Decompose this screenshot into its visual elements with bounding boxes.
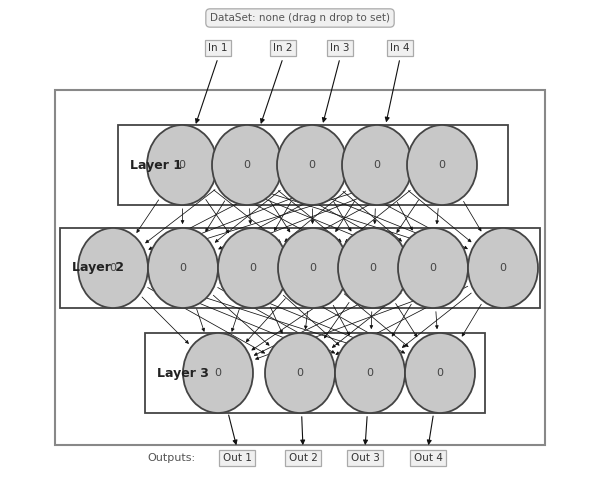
Text: 0: 0 — [499, 263, 506, 273]
Ellipse shape — [265, 333, 335, 413]
Text: 0: 0 — [215, 368, 221, 378]
Text: 0: 0 — [437, 368, 443, 378]
Ellipse shape — [468, 228, 538, 308]
FancyBboxPatch shape — [145, 333, 485, 413]
Text: 0: 0 — [367, 368, 373, 378]
Ellipse shape — [78, 228, 148, 308]
Ellipse shape — [148, 228, 218, 308]
Text: 0: 0 — [439, 160, 445, 170]
Text: Layer 2: Layer 2 — [72, 261, 124, 275]
Text: 0: 0 — [179, 160, 185, 170]
Ellipse shape — [212, 125, 282, 205]
Ellipse shape — [147, 125, 217, 205]
Text: In 4: In 4 — [390, 43, 410, 53]
Text: 0: 0 — [296, 368, 304, 378]
Text: 0: 0 — [179, 263, 187, 273]
Ellipse shape — [218, 228, 288, 308]
Text: 0: 0 — [110, 263, 116, 273]
Text: In 3: In 3 — [330, 43, 350, 53]
Ellipse shape — [278, 228, 348, 308]
Text: 0: 0 — [370, 263, 377, 273]
FancyBboxPatch shape — [118, 125, 508, 205]
Text: In 1: In 1 — [208, 43, 228, 53]
Text: Layer 3: Layer 3 — [157, 366, 209, 380]
Ellipse shape — [335, 333, 405, 413]
Ellipse shape — [342, 125, 412, 205]
Ellipse shape — [405, 333, 475, 413]
Text: Out 4: Out 4 — [413, 453, 442, 463]
Ellipse shape — [398, 228, 468, 308]
Ellipse shape — [407, 125, 477, 205]
FancyBboxPatch shape — [55, 90, 545, 445]
Text: DataSet: none (drag n drop to set): DataSet: none (drag n drop to set) — [210, 13, 390, 23]
Text: Out 2: Out 2 — [289, 453, 317, 463]
FancyBboxPatch shape — [60, 228, 540, 308]
Text: Layer 1: Layer 1 — [130, 159, 182, 172]
Text: 0: 0 — [430, 263, 437, 273]
Text: 0: 0 — [373, 160, 380, 170]
Text: 0: 0 — [244, 160, 251, 170]
Text: 0: 0 — [308, 160, 316, 170]
Ellipse shape — [183, 333, 253, 413]
Text: Out 3: Out 3 — [350, 453, 379, 463]
Text: 0: 0 — [250, 263, 257, 273]
Ellipse shape — [338, 228, 408, 308]
Text: 0: 0 — [310, 263, 317, 273]
Text: Out 1: Out 1 — [223, 453, 251, 463]
Text: In 2: In 2 — [273, 43, 293, 53]
Ellipse shape — [277, 125, 347, 205]
Text: Outputs:: Outputs: — [147, 453, 195, 463]
